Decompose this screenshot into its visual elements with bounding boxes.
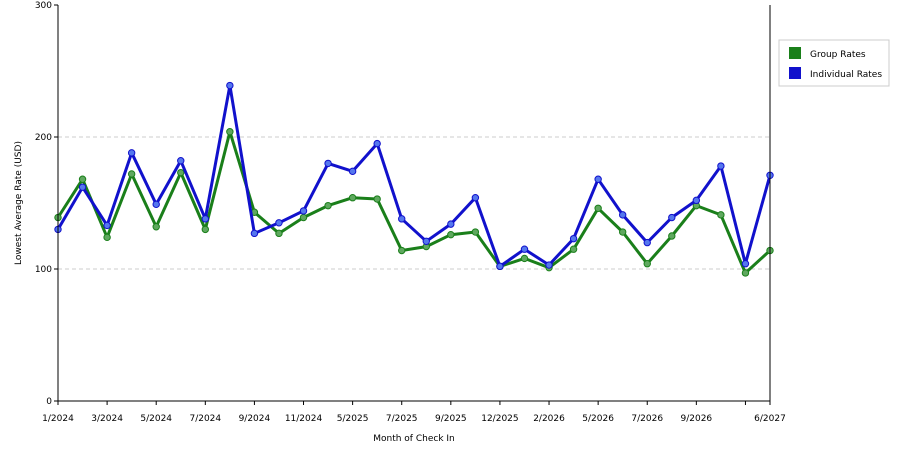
data-point <box>643 238 651 247</box>
y-axis-title: Lowest Average Rate (USD) <box>14 141 24 265</box>
data-point <box>422 237 430 245</box>
x-axis-title: Month of Check In <box>373 434 455 444</box>
data-point <box>127 149 136 157</box>
data-point <box>741 269 750 277</box>
data-point <box>324 159 332 168</box>
plot-background <box>58 5 770 401</box>
data-point <box>398 246 406 255</box>
x-tick-label: 12/2025 <box>481 414 518 424</box>
data-point <box>78 175 87 183</box>
data-point <box>668 213 676 222</box>
data-point <box>127 170 136 178</box>
legend-swatch-group-rates <box>789 47 801 59</box>
data-point <box>618 211 627 219</box>
x-tick-label: 1/2024 <box>42 414 74 424</box>
legend-label-group-rates: Group Rates <box>810 50 866 60</box>
data-point <box>569 234 578 243</box>
data-point <box>226 81 234 90</box>
data-point <box>348 194 357 202</box>
y-tick-label: 200 <box>35 133 52 143</box>
data-point <box>520 245 529 253</box>
data-point <box>177 157 185 165</box>
data-point <box>103 233 111 242</box>
data-point <box>717 162 725 170</box>
data-point <box>373 195 381 203</box>
data-point <box>177 168 185 177</box>
legend-swatch-individual-rates <box>789 67 801 79</box>
y-tick-label: 300 <box>35 1 52 11</box>
x-tick-label: 5/2025 <box>337 414 369 424</box>
data-point <box>152 223 160 231</box>
data-point <box>594 204 602 212</box>
data-point <box>618 228 627 236</box>
data-point <box>447 230 455 239</box>
series-layer <box>54 81 774 277</box>
x-tick-label: 7/2025 <box>386 414 418 424</box>
data-point <box>569 245 578 253</box>
x-tick-label: 7/2026 <box>631 414 663 424</box>
series-group-rates <box>54 128 774 277</box>
x-tick-label: 9/2026 <box>681 414 713 424</box>
data-point <box>520 254 529 263</box>
series-line <box>56 130 772 275</box>
x-tick-label: 2/2026 <box>533 414 565 424</box>
y-tick-label: 100 <box>35 265 52 275</box>
data-point <box>103 221 111 230</box>
axes-layer: 0 100 200 300 1/2024 3/2024 5/2024 7/2024 9/2024… <box>35 1 786 424</box>
x-tick-label: 9/2024 <box>239 414 271 424</box>
data-point <box>447 220 455 228</box>
data-point <box>324 201 332 210</box>
data-point <box>275 229 283 238</box>
x-tick-label: 11/2024 <box>285 414 323 424</box>
data-point <box>201 225 210 234</box>
data-point <box>226 128 234 136</box>
data-point <box>78 183 87 191</box>
data-point <box>496 262 504 271</box>
data-point <box>668 232 676 240</box>
series-individual-rates <box>54 81 774 271</box>
y-tick-label: 0 <box>46 397 52 407</box>
data-point <box>643 260 651 268</box>
legend: Group Rates Individual Rates <box>778 39 890 87</box>
x-tick-label: 5/2026 <box>582 414 614 424</box>
x-tick-label: 9/2025 <box>435 414 467 424</box>
data-point <box>717 211 725 219</box>
data-point <box>692 196 701 205</box>
series-line <box>56 84 772 268</box>
data-point <box>741 260 750 268</box>
x-tick-label: 6/2027 <box>754 414 786 424</box>
plot-area <box>58 5 770 401</box>
data-point <box>348 167 357 176</box>
x-tick-label: 5/2024 <box>140 414 172 424</box>
legend-label-individual-rates: Individual Rates <box>810 70 882 80</box>
data-point <box>275 219 283 227</box>
data-point <box>152 200 160 209</box>
data-point <box>299 213 308 222</box>
data-point <box>545 261 553 269</box>
data-point <box>250 229 259 238</box>
x-tick-label: 3/2024 <box>91 414 123 424</box>
data-point <box>373 139 381 148</box>
data-point <box>201 215 210 223</box>
data-point <box>594 175 602 183</box>
data-point <box>299 207 308 215</box>
data-point <box>398 215 406 223</box>
x-tick-label: 7/2024 <box>189 414 221 424</box>
data-point <box>471 228 480 236</box>
data-point <box>471 194 480 202</box>
